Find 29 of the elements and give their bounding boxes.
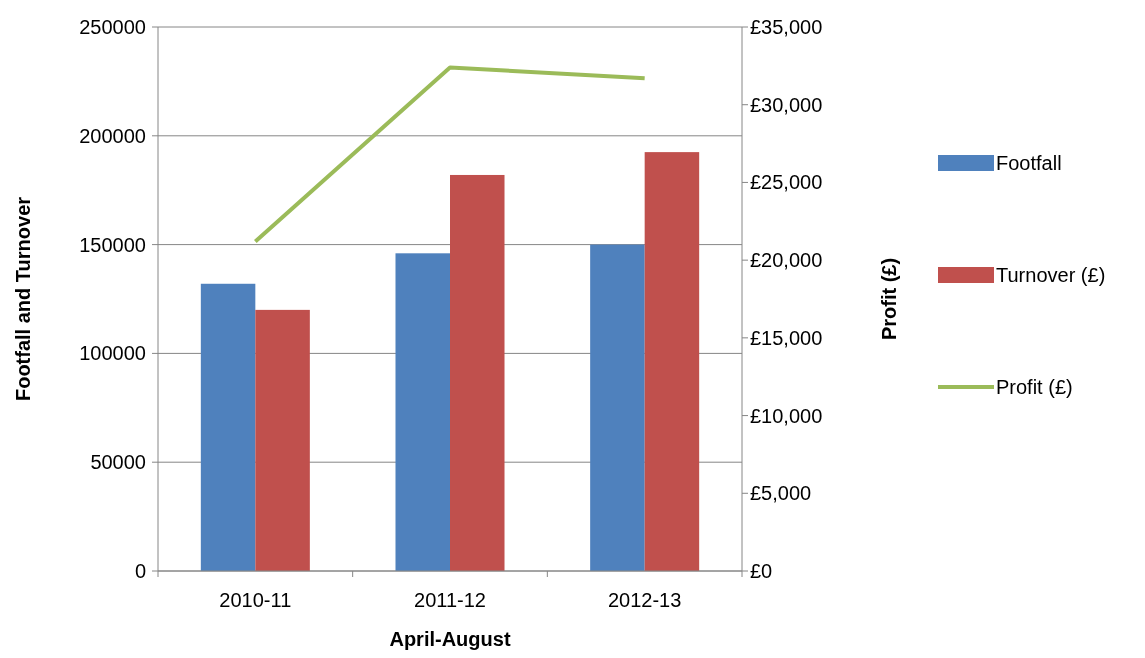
x-tick-label: 2012-13 (607, 589, 682, 611)
bar (200, 283, 256, 571)
bar (450, 174, 505, 571)
y-tick-label: 50000 (90, 451, 146, 474)
legend-label: Footfall (996, 152, 1062, 174)
y2-tick-label: £10,000 (750, 404, 823, 427)
y-axis-title: Footfall and Turnover (12, 196, 34, 402)
bar (395, 253, 450, 571)
y-tick-label: 150000 (79, 233, 146, 256)
x-tick-label: 2011-12 (414, 589, 486, 611)
bar (644, 152, 700, 571)
bar (255, 309, 310, 571)
y-tick-label: 250000 (79, 16, 146, 38)
y-tick-label: 100000 (79, 342, 146, 365)
y2-tick-label: £30,000 (750, 93, 823, 116)
y-tick-label: 200000 (79, 124, 146, 147)
y-tick-label: 0 (134, 560, 146, 582)
legend-label: Turnover (£) (996, 264, 1106, 286)
y2-tick-label: £25,000 (750, 171, 823, 194)
x-tick-label: 2010-11 (219, 589, 292, 611)
y2-tick-label: £20,000 (750, 249, 823, 272)
bar (590, 244, 645, 571)
y2-tick-label: £15,000 (750, 326, 823, 349)
y2-tick-label: £35,000 (750, 16, 823, 38)
y2-tick-label: £0 (750, 560, 773, 582)
y2-axis-title: Profit (£) (878, 257, 900, 341)
legend-label: Profit (£) (996, 376, 1073, 398)
y2-tick-label: £5,000 (750, 482, 812, 505)
x-axis-title: April-August (389, 628, 511, 650)
